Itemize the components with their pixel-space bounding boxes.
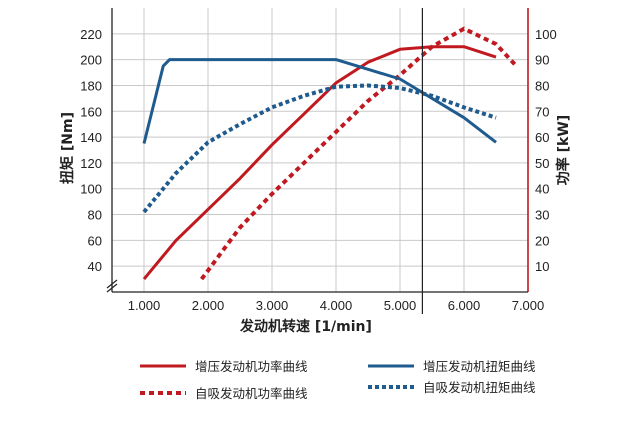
left-axis-title: 扭矩 [Nm] [59, 112, 76, 184]
x-tick-label: 5.000 [384, 298, 417, 313]
left-tick-label: 60 [88, 233, 102, 248]
na-torque-line [142, 83, 497, 214]
axis-break-mark [106, 279, 118, 289]
x-tick-label: 4.000 [320, 298, 353, 313]
x-axis-title: 发动机转速 [1/min] [239, 318, 372, 335]
right-tick-label: 10 [535, 259, 549, 274]
left-tick-label: 40 [88, 259, 102, 274]
right-tick-label: 20 [535, 233, 549, 248]
right-tick-label: 90 [535, 53, 549, 68]
right-tick-label: 60 [535, 130, 549, 145]
left-tick-label: 220 [80, 27, 102, 42]
right-tick-label: 40 [535, 182, 549, 197]
left-tick-label: 180 [80, 78, 102, 93]
right-tick-label: 80 [535, 78, 549, 93]
left-tick-label: 80 [88, 208, 102, 223]
left-tick-label: 120 [80, 156, 102, 171]
turbo-power-line [142, 45, 497, 281]
tick-labels: 40 60 80 100 120 140 160 180 200 220 10 20 30 40 50 60 7… [80, 27, 556, 313]
x-tick-label: 6.000 [448, 298, 481, 313]
left-tick-label: 160 [80, 104, 102, 119]
left-tick-label: 200 [80, 53, 102, 68]
x-tick-label: 7.000 [512, 298, 545, 313]
left-tick-label: 100 [80, 182, 102, 197]
x-tick-label: 3.000 [256, 298, 289, 313]
legend-label: 自吸发动机功率曲线 [195, 386, 308, 401]
axis-break-mark [106, 283, 118, 293]
axes [106, 8, 529, 314]
right-tick-label: 70 [535, 104, 549, 119]
right-tick-label: 100 [535, 27, 557, 42]
legend-label: 增压发动机扭矩曲线 [423, 359, 536, 374]
right-tick-label: 50 [535, 156, 549, 171]
x-tick-label: 2.000 [192, 298, 225, 313]
right-tick-label: 30 [535, 208, 549, 223]
grid [112, 8, 529, 292]
plot-area [142, 26, 517, 281]
left-tick-label: 140 [80, 130, 102, 145]
legend-label: 自吸发动机扭矩曲线 [423, 380, 536, 395]
turbo-torque-line [142, 58, 497, 144]
right-axis-title: 功率 [kW] [555, 115, 572, 185]
na-power-line [199, 26, 517, 281]
x-tick-label: 1.000 [128, 298, 161, 313]
legend-label: 增压发动机功率曲线 [195, 359, 308, 374]
